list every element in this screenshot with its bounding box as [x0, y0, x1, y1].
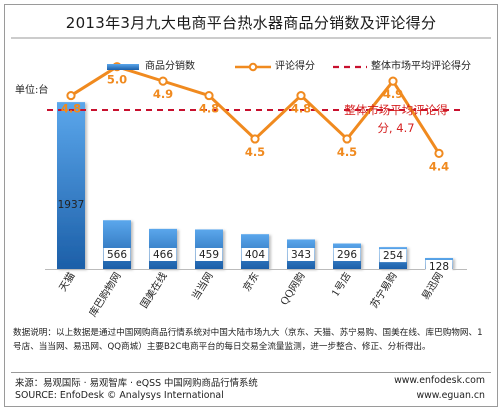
legend-bar-swatch: [107, 64, 139, 70]
bar-value-label-3: 466: [153, 249, 173, 261]
x-tick-label-8: 苏宁易购: [367, 270, 399, 311]
bar-value-bg-9: [425, 259, 453, 273]
chart-frame: 2013年3月九大电商平台热水器商品分销数及评论得分 1937 566 466 459…: [4, 4, 498, 407]
score-value-label-9: 4.4: [429, 159, 449, 173]
chart-plot: 1937 566 466 459 404 343 296 254 128 4.8 5.0 4.9 4.…: [11, 37, 491, 319]
average-score-annotation: 整体市场平均评论得分, 4.7: [344, 103, 448, 135]
bar-value-label-2: 566: [107, 249, 127, 261]
score-point-7: [342, 134, 352, 144]
legend-line-swatch: [235, 62, 271, 72]
score-point-1: [66, 90, 76, 101]
bar-value-bg-6: [287, 248, 315, 261]
bar-value-label-8: 254: [383, 250, 403, 262]
bar-value-bg-4: [195, 248, 223, 261]
legend-line-label: 评论得分: [275, 61, 315, 72]
score-point-3: [158, 76, 168, 86]
score-value-label-5: 4.5: [245, 145, 265, 159]
bar-value-bg-8: [379, 249, 407, 263]
bar-value-label-9: 128: [429, 261, 449, 273]
x-tick-label-4: 当当网: [189, 270, 216, 302]
bar-value-bg-2: [103, 248, 131, 261]
bar-value-label-5: 404: [245, 249, 265, 261]
legend-reference-swatch: [333, 65, 367, 69]
x-tick-label-9: 易迅网: [419, 270, 445, 302]
score-value-label-1: 4.8: [61, 102, 81, 116]
score-value-label-3: 4.9: [153, 87, 173, 101]
bar-value-bg-7: [333, 248, 361, 261]
footer-url-enfodesk[interactable]: www.enfodesk.com: [394, 375, 485, 386]
x-tick-label-6: QQ网购: [277, 270, 307, 308]
chart-title: 2013年3月九大电商平台热水器商品分销数及评论得分: [65, 14, 437, 32]
footer-source-en: SOURCE: EnfoDesk © Analysys Internationa…: [15, 390, 224, 401]
bar-value-label-1: 1937: [58, 199, 85, 211]
y-axis-unit-label: 单位:台: [15, 85, 49, 96]
footer-source-cn: 来源：易观国际 · 易观智库 · eQSS 中国网购商品行情系统: [15, 378, 258, 389]
legend-bar-label: 商品分销数: [145, 61, 195, 72]
score-point-4: [204, 90, 214, 101]
bar-value-label-4: 459: [199, 249, 219, 261]
x-tick-label-3: 国美在线: [137, 270, 169, 311]
x-tick-label-7: 1号店: [329, 270, 354, 299]
x-tick-label-1: 天猫: [56, 270, 78, 294]
score-value-label-2: 5.0: [107, 73, 127, 87]
x-tick-label-5: 京东: [240, 270, 262, 294]
score-value-label-4: 4.8: [199, 102, 219, 116]
legend-reference-label: 整体市场平均评论得分: [371, 61, 471, 72]
score-point-6: [296, 90, 306, 101]
footer-divider: [11, 372, 491, 373]
score-point-9: [434, 148, 444, 158]
bar-1: [57, 102, 85, 270]
x-tick-label-2: 库巴购物网: [86, 270, 124, 319]
bar-2: [103, 220, 131, 269]
footer-url-eguan[interactable]: www.eguan.cn: [416, 390, 485, 401]
score-value-label-7: 4.5: [337, 145, 357, 159]
score-point-8: [388, 76, 398, 86]
score-value-label-8: 4.9: [383, 87, 403, 101]
bar-value-label-6: 343: [291, 249, 311, 261]
score-value-label-6: 4.8: [291, 102, 311, 116]
bar-value-bg-3: [149, 248, 177, 261]
score-point-5: [250, 134, 260, 144]
bar-value-label-7: 296: [337, 249, 357, 261]
bar-value-bg-5: [241, 248, 269, 261]
data-notes: 数据说明：以上数据是通过中国网购商品行情系统对中国大陆市场九大（京东、天猫、苏宁…: [13, 328, 483, 352]
